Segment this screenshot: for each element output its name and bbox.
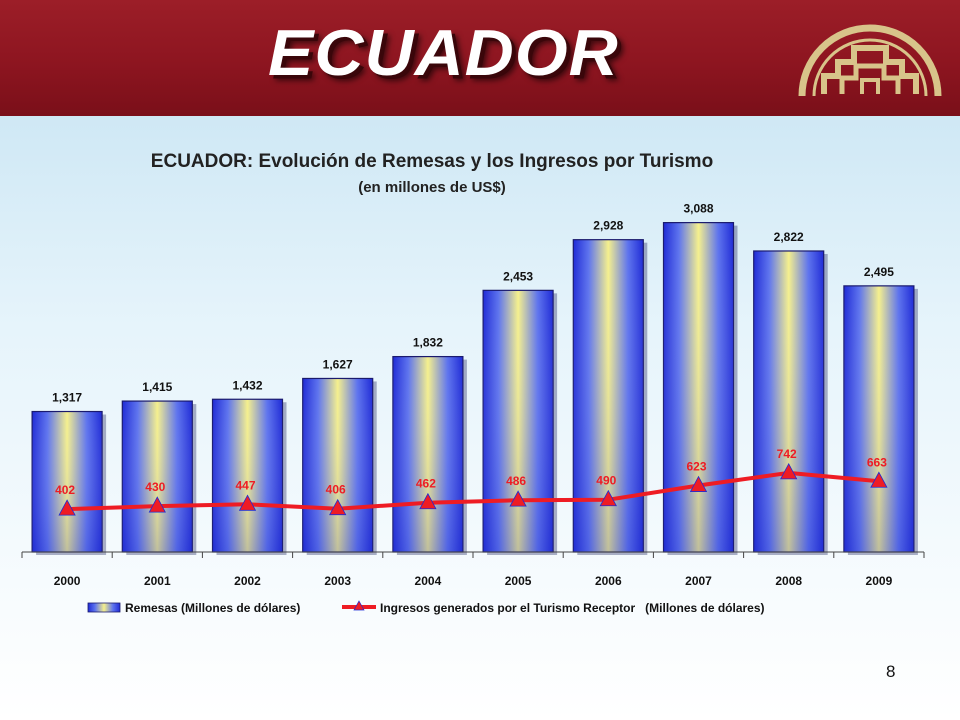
- legend-label-remesas: Remesas (Millones de dólares): [125, 601, 300, 615]
- line-value-label: 486: [506, 474, 526, 488]
- bar-shade: [483, 290, 554, 552]
- bar-value-label: 1,317: [52, 391, 82, 405]
- x-tick-label: 2004: [415, 574, 442, 588]
- line-value-label: 663: [867, 455, 887, 469]
- x-tick-label: 2005: [505, 574, 532, 588]
- line-point-marker: [509, 490, 527, 507]
- bar-shade: [663, 222, 734, 552]
- line-point-marker: [238, 494, 257, 511]
- bar-value-label: 1,627: [323, 357, 353, 371]
- chart-subtitle: (en millones de US$): [358, 179, 506, 196]
- line-value-label: 447: [235, 478, 255, 492]
- series-line-turismo: [67, 470, 880, 512]
- x-tick-label: 2001: [144, 574, 171, 588]
- x-tick-label: 2003: [324, 574, 351, 588]
- line-point-marker: [419, 492, 437, 510]
- line-point-marker: [148, 496, 166, 513]
- line-value-label: 462: [416, 477, 436, 491]
- line-point-marker: [870, 471, 888, 488]
- bar-value-label: 2,928: [593, 219, 623, 233]
- bar-shade: [212, 399, 283, 552]
- chart-title: ECUADOR: Evolución de Remesas y los Ingr…: [151, 151, 713, 172]
- line-value-label: 402: [55, 483, 75, 497]
- line-value-label: 430: [145, 480, 165, 494]
- andean-community-logo-icon: [798, 24, 942, 97]
- bar-value-label: 1,832: [413, 336, 443, 350]
- x-tick-label: 2000: [54, 574, 81, 588]
- x-tick-label: 2009: [866, 574, 893, 588]
- line-point-marker: [689, 475, 708, 492]
- bar-shade: [32, 411, 103, 552]
- line-point-marker: [329, 498, 347, 516]
- x-tick-label: 2007: [685, 574, 712, 588]
- line-value-label: 406: [326, 483, 346, 497]
- legend-label-turismo: Ingresos generados por el Turismo Recept…: [380, 601, 765, 615]
- legend-marker-turismo: [353, 600, 365, 611]
- bar-shade: [122, 401, 193, 552]
- bar-shade: [302, 378, 373, 552]
- line-point-marker: [780, 463, 798, 480]
- bar-value-label: 2,453: [503, 269, 533, 283]
- bar-value-label: 3,088: [683, 202, 713, 216]
- bar-shade: [753, 250, 824, 552]
- slide-title: ECUADOR: [268, 16, 619, 90]
- line-value-label: 623: [686, 460, 706, 474]
- bar-value-label: 1,415: [142, 380, 172, 394]
- bar-shade: [392, 356, 463, 552]
- line-point-marker: [58, 499, 76, 516]
- line-point-marker: [599, 489, 617, 507]
- x-tick-label: 2006: [595, 574, 622, 588]
- bar-shade: [843, 285, 914, 552]
- title-banner: ECUADOR: [0, 0, 960, 116]
- legend: Remesas (Millones de dólares) Ingresos g…: [87, 600, 765, 615]
- bar-value-label: 2,495: [864, 265, 894, 279]
- legend-swatch-remesas: [87, 602, 121, 613]
- page-number: 8: [886, 662, 896, 681]
- line-value-label: 742: [777, 447, 797, 461]
- bar-value-label: 2,822: [774, 230, 804, 244]
- line-value-label: 490: [596, 474, 616, 488]
- x-tick-label: 2002: [234, 574, 261, 588]
- x-tick-label: 2008: [775, 574, 802, 588]
- bar-value-label: 1,432: [232, 378, 262, 392]
